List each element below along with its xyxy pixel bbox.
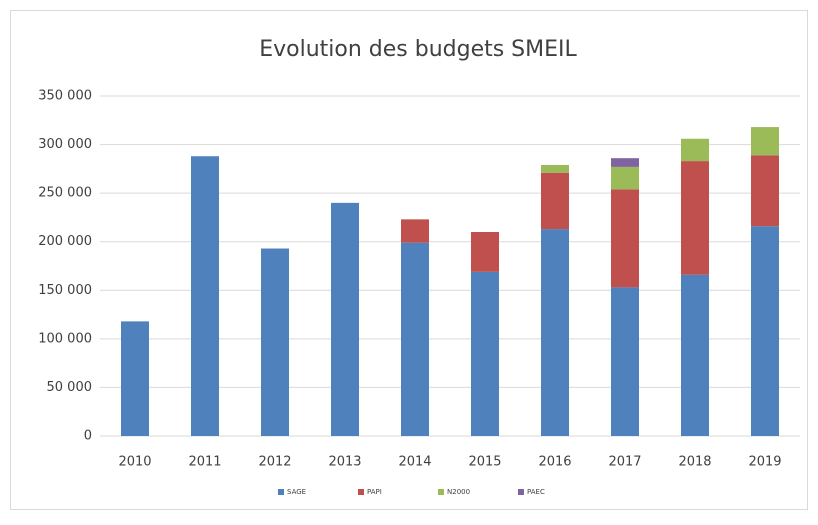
x-tick-label: 2016	[538, 455, 571, 470]
y-tick-label: 0	[84, 429, 92, 444]
legend-swatch	[518, 489, 524, 495]
legend-swatch	[358, 489, 364, 495]
y-tick-label: 200 000	[38, 234, 92, 249]
bar-segment	[471, 232, 499, 272]
x-tick-label: 2019	[748, 455, 781, 470]
legend-swatch	[278, 489, 284, 495]
bar-segment	[401, 219, 429, 243]
bar-segment	[611, 158, 639, 167]
legend-label: N2000	[447, 488, 470, 496]
bar-segment	[681, 274, 709, 436]
bar-segment	[261, 248, 289, 436]
x-tick-label: 2014	[398, 455, 431, 470]
bar-segment	[611, 166, 639, 190]
y-tick-label: 300 000	[38, 137, 92, 152]
x-tick-label: 2013	[328, 455, 361, 470]
bar-segment	[541, 229, 569, 436]
x-tick-label: 2011	[188, 455, 221, 470]
y-tick-label: 50 000	[47, 380, 93, 395]
chart-title: Evolution des budgets SMEIL	[259, 37, 577, 62]
y-tick-label: 250 000	[38, 186, 92, 201]
bar-segment	[401, 242, 429, 436]
bar-segment	[331, 202, 359, 436]
bar-segment	[191, 156, 219, 436]
bar-segment	[121, 321, 149, 436]
legend-label: PAEC	[527, 488, 545, 496]
legend-swatch	[438, 489, 444, 495]
bar-segment	[541, 172, 569, 230]
y-tick-label: 150 000	[38, 283, 92, 298]
x-tick-label: 2012	[258, 455, 291, 470]
bar-segment	[751, 226, 779, 436]
x-tick-label: 2017	[608, 455, 641, 470]
legend-label: PAPI	[367, 488, 382, 496]
y-tick-label: 350 000	[38, 89, 92, 104]
x-tick-label: 2010	[118, 455, 151, 470]
bar-segment	[681, 138, 709, 162]
bar-segment	[681, 161, 709, 275]
legend-label: SAGE	[287, 488, 306, 496]
bar-segment	[611, 189, 639, 288]
y-tick-label: 100 000	[38, 331, 92, 346]
bar-segment	[611, 287, 639, 436]
bar-segment	[541, 164, 569, 173]
x-tick-label: 2018	[678, 455, 711, 470]
x-tick-label: 2015	[468, 455, 501, 470]
bar-segment	[751, 155, 779, 227]
bar-segment	[751, 127, 779, 156]
bar-segment	[471, 271, 499, 436]
